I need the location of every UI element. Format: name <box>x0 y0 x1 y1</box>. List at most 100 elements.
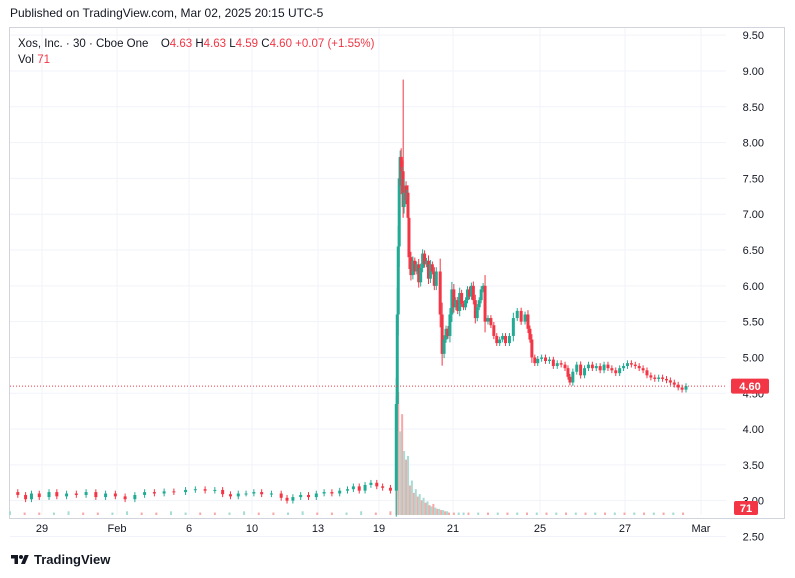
last-volume-tag: 71 <box>734 501 758 515</box>
time-tick-label: Feb <box>108 523 127 535</box>
volume-bar <box>440 510 443 515</box>
candle-body <box>363 484 367 491</box>
volume-bar <box>184 512 187 515</box>
candle-body <box>423 253 427 265</box>
candle-body <box>664 378 668 381</box>
price-axis: 9.50 9.00 8.50 8.00 7.50 7.00 6.50 6.00 5.50 5.00… <box>743 30 764 543</box>
candle-body <box>113 493 117 497</box>
time-tick-label: 6 <box>186 523 192 535</box>
volume-bar <box>467 512 470 515</box>
ohlc-row: Xos, Inc. · 30 · Cboe One O4.63 H4.63 L4… <box>18 36 374 52</box>
price-tick-label: 5.00 <box>743 352 764 364</box>
candle-body <box>397 178 401 247</box>
volume-bar <box>243 511 246 515</box>
volume-bar <box>408 485 411 515</box>
candle-body <box>133 494 137 500</box>
candle-body <box>434 271 438 286</box>
volume-bar <box>406 455 409 515</box>
volume-bar <box>199 512 202 515</box>
volume-bar <box>52 512 55 515</box>
chart-grid <box>10 28 726 537</box>
symbol-legend: Xos, Inc. · 30 · Cboe One O4.63 H4.63 L4… <box>18 36 374 68</box>
volume-bar <box>422 497 425 515</box>
volume-bar <box>9 511 11 515</box>
volume-bar <box>38 512 41 515</box>
last-volume-label: 71 <box>740 503 752 515</box>
tradingview-brand[interactable]: TradingView <box>10 552 110 567</box>
volume-bar <box>442 510 445 515</box>
volume-bar <box>438 508 441 515</box>
candle-body <box>645 370 649 376</box>
candle-body <box>299 494 303 498</box>
candle-body <box>236 493 240 497</box>
price-tick-label: 7.00 <box>743 209 764 221</box>
volume-bar <box>682 512 685 515</box>
high-value: 4.63 <box>203 38 227 50</box>
volume-bar <box>434 507 437 515</box>
volume-bar <box>272 512 275 515</box>
candle-body <box>575 364 579 372</box>
candle-body <box>440 314 444 354</box>
volume-bar <box>67 511 70 515</box>
price-tick-label: 5.50 <box>743 317 764 329</box>
candle-body <box>306 494 310 498</box>
volume-bar <box>330 512 333 515</box>
candle-body <box>598 366 602 371</box>
candle-body <box>162 491 166 494</box>
volume-bar <box>397 392 400 515</box>
candle-body <box>579 364 583 376</box>
candle-body <box>559 363 563 365</box>
candle-body <box>279 493 283 498</box>
candle-body <box>428 264 432 279</box>
volume-bar <box>545 512 548 515</box>
candle-body <box>668 380 672 383</box>
candle-body <box>467 289 471 297</box>
volume-bar <box>496 512 499 515</box>
time-tick-label: 10 <box>246 523 258 535</box>
candle-body <box>515 310 519 319</box>
symbol-label[interactable]: Xos, Inc. · 30 · Cboe One <box>18 38 149 50</box>
candle-body <box>448 314 452 336</box>
volume-bar <box>432 503 435 515</box>
candle-body <box>551 359 555 367</box>
last-price-label: 4.60 <box>739 381 760 393</box>
candle-body <box>330 492 334 494</box>
change-value: +0.07 (+1.55%) <box>295 38 375 50</box>
volume-bar <box>416 496 419 515</box>
candle-body <box>411 260 415 276</box>
candle-body <box>501 335 505 340</box>
candle-body <box>24 494 28 500</box>
candle-body <box>519 310 523 322</box>
chart-panel[interactable] <box>9 27 785 519</box>
candle-body <box>602 364 606 371</box>
candle-body <box>481 285 485 290</box>
candle-body <box>571 371 575 383</box>
candle-body <box>618 368 622 374</box>
candle-body <box>473 300 477 319</box>
price-tick-label: 4.00 <box>743 424 764 436</box>
price-tick-label: 6.50 <box>743 245 764 257</box>
open-label: O <box>160 38 170 50</box>
candle-body <box>676 384 680 388</box>
candle-body <box>123 496 127 500</box>
price-tick-label: 8.00 <box>743 138 764 150</box>
candle-body <box>421 253 425 268</box>
published-caption: Published on TradingView.com, Mar 02, 20… <box>10 6 324 20</box>
close-value: 4.60 <box>269 38 292 50</box>
candle-body <box>511 318 515 336</box>
volume-bar <box>389 511 392 515</box>
volume-bar <box>662 512 665 515</box>
candle-body <box>252 492 256 494</box>
volume-bar <box>257 512 260 515</box>
candle-body <box>394 403 398 491</box>
candle-body <box>143 492 147 495</box>
candle-body <box>74 493 78 495</box>
time-axis: 29 Feb 6 10 13 19 21 25 27 Mar <box>36 523 711 535</box>
candle-body <box>458 292 462 311</box>
volume-bar <box>584 512 587 515</box>
candle-body <box>629 363 633 365</box>
time-tick-label: 29 <box>36 523 48 535</box>
volume-bar <box>477 512 480 515</box>
volume-bar <box>405 459 408 515</box>
